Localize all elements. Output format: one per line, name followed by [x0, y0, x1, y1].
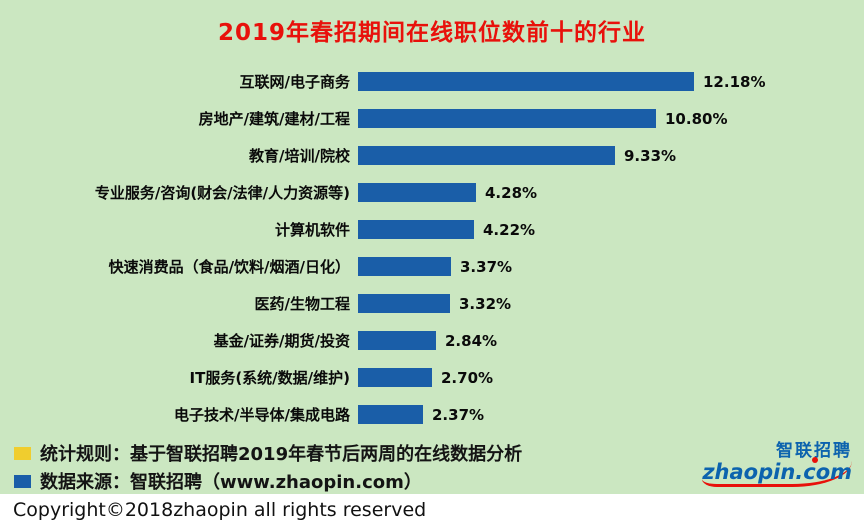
- copyright-bar: Copyright©2018zhaopin all rights reserve…: [0, 494, 864, 525]
- category-label: 房地产/建筑/建材/工程: [198, 110, 350, 128]
- bar-chart: 互联网/电子商务 12.18% 房地产/建筑/建材/工程 10.80% 教育/培训/院校…: [0, 63, 864, 433]
- chart-row: 房地产/建筑/建材/工程 10.80%: [0, 100, 864, 137]
- legend: 统计规则：基于智联招聘2019年春节后两周的在线数据分析 数据来源：智联招聘（w…: [0, 439, 864, 495]
- value-label: 2.37%: [432, 405, 485, 424]
- bar: [358, 183, 476, 202]
- bar: [358, 368, 432, 387]
- bar: [358, 146, 615, 165]
- value-label: 10.80%: [665, 109, 728, 128]
- blue-swatch-icon: [14, 474, 31, 488]
- category-label: 电子技术/半导体/集成电路: [174, 406, 350, 424]
- chart-row: 专业服务/咨询(财会/法律/人力资源等) 4.28%: [0, 174, 864, 211]
- category-label: 计算机软件: [274, 221, 350, 239]
- chart-row: 计算机软件 4.22%: [0, 211, 864, 248]
- value-label: 9.33%: [624, 146, 677, 165]
- copyright-text: Copyright©2018zhaopin all rights reserve…: [13, 498, 427, 521]
- zhaopin-logo-domain: zhaopin.com: [702, 456, 852, 487]
- bar: [358, 109, 656, 128]
- value-label: 2.70%: [441, 368, 494, 387]
- value-label: 3.37%: [460, 257, 513, 276]
- bar: [358, 405, 423, 424]
- value-label: 12.18%: [703, 72, 766, 91]
- category-label: 医药/生物工程: [254, 295, 350, 313]
- legend-source-text: 数据来源：智联招聘（www.zhaopin.com）: [40, 472, 422, 493]
- category-label: 专业服务/咨询(财会/法律/人力资源等): [94, 184, 350, 202]
- zhaopin-logo-cn: 智联招聘: [776, 441, 852, 462]
- value-label: 4.28%: [485, 183, 538, 202]
- chart-row: 医药/生物工程 3.32%: [0, 285, 864, 322]
- chart-row: 电子技术/半导体/集成电路 2.37%: [0, 396, 864, 433]
- chart-row: 快速消费品（食品/饮料/烟酒/日化） 3.37%: [0, 248, 864, 285]
- chart-title: 2019年春招期间在线职位数前十的行业: [217, 20, 646, 46]
- legend-item-source: 数据来源：智联招聘（www.zhaopin.com）: [14, 467, 864, 495]
- category-label: 互联网/电子商务: [239, 73, 350, 91]
- chart-row: 教育/培训/院校 9.33%: [0, 137, 864, 174]
- zhaopin-logo: 智联招聘 zhaopin.com: [702, 441, 852, 487]
- value-label: 2.84%: [445, 331, 498, 350]
- bar: [358, 331, 436, 350]
- chart-row: 基金/证券/期货/投资 2.84%: [0, 322, 864, 359]
- chart-row: 互联网/电子商务 12.18%: [0, 63, 864, 100]
- bar: [358, 220, 474, 239]
- value-label: 3.32%: [459, 294, 512, 313]
- legend-rule-text: 统计规则：基于智联招聘2019年春节后两周的在线数据分析: [40, 444, 523, 465]
- category-label: 教育/培训/院校: [249, 147, 350, 165]
- value-label: 4.22%: [483, 220, 536, 239]
- legend-item-rule: 统计规则：基于智联招聘2019年春节后两周的在线数据分析: [14, 439, 864, 467]
- category-label: IT服务(系统/数据/维护): [189, 369, 350, 387]
- bar: [358, 294, 450, 313]
- chart-row: IT服务(系统/数据/维护) 2.70%: [0, 359, 864, 396]
- category-label: 快速消费品（食品/饮料/烟酒/日化）: [108, 258, 350, 276]
- bar: [358, 257, 451, 276]
- bar: [358, 72, 694, 91]
- yellow-swatch-icon: [14, 446, 31, 460]
- category-label: 基金/证券/期货/投资: [213, 332, 350, 350]
